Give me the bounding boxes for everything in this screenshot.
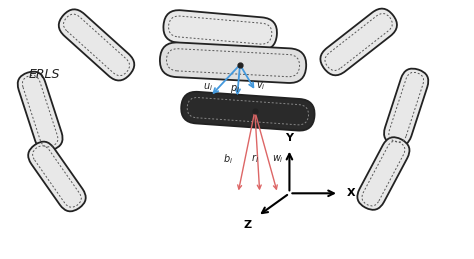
Text: $u_i$: $u_i$ [203, 82, 213, 93]
Text: $v_i$: $v_i$ [256, 81, 265, 92]
Text: Y: Y [285, 133, 293, 143]
FancyBboxPatch shape [164, 10, 277, 50]
Text: $r_i$: $r_i$ [251, 152, 259, 165]
FancyBboxPatch shape [28, 142, 86, 211]
Text: $w_i$: $w_i$ [272, 153, 283, 164]
Text: $p_i$: $p_i$ [230, 83, 240, 95]
FancyBboxPatch shape [59, 9, 134, 81]
FancyBboxPatch shape [181, 92, 315, 131]
FancyBboxPatch shape [357, 137, 410, 210]
Text: Z: Z [244, 220, 252, 230]
Text: ERLS: ERLS [28, 68, 60, 81]
FancyBboxPatch shape [160, 42, 306, 83]
FancyBboxPatch shape [320, 9, 397, 75]
Text: $b_i$: $b_i$ [223, 152, 233, 166]
Text: X: X [347, 188, 356, 198]
FancyBboxPatch shape [18, 71, 63, 151]
FancyBboxPatch shape [384, 69, 428, 146]
